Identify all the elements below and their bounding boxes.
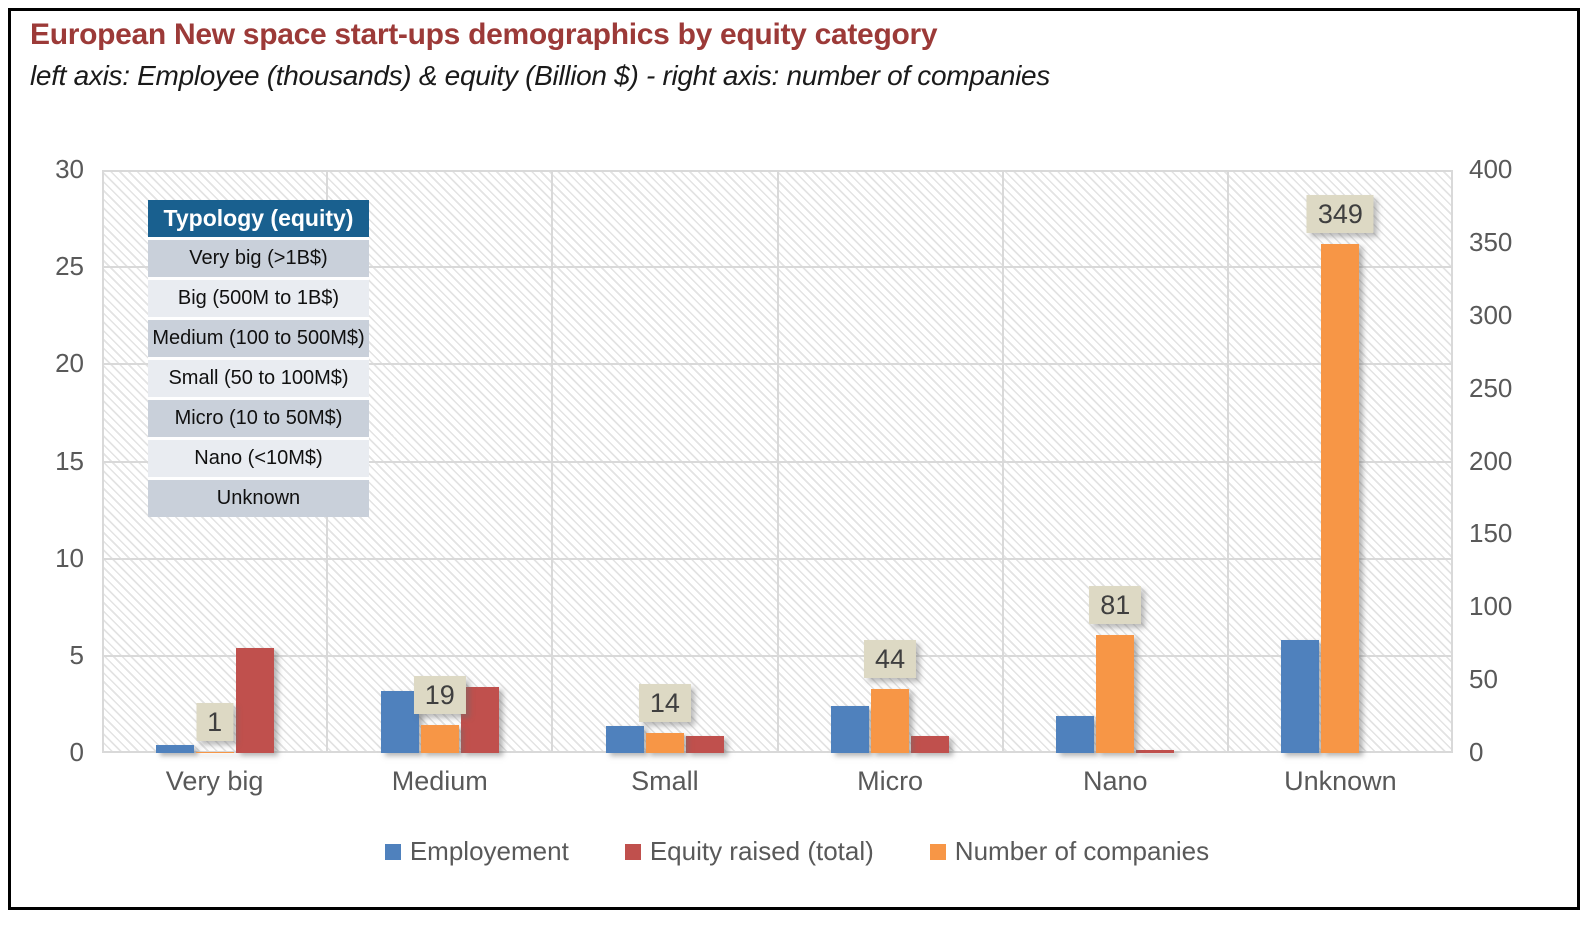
typology-row: Unknown: [148, 477, 369, 517]
vertical-gridline: [1001, 170, 1004, 753]
right-axis-tick: 250: [1469, 372, 1513, 403]
left-axis-tick: 10: [55, 542, 84, 573]
right-axis-tick: 100: [1469, 591, 1513, 622]
bar: [460, 686, 499, 753]
bar: [1096, 634, 1135, 753]
right-axis-tick: 50: [1469, 664, 1498, 695]
typology-row: Big (500M to 1B$): [148, 277, 369, 317]
typology-row: Micro (10 to 50M$): [148, 397, 369, 437]
left-axis-tick: 5: [69, 639, 84, 670]
vertical-gridline: [776, 170, 779, 753]
bar: [911, 735, 950, 753]
bar: [195, 751, 234, 754]
right-axis-tick: 350: [1469, 226, 1513, 257]
typology-row: Medium (100 to 500M$): [148, 317, 369, 357]
typology-row: Very big (>1B$): [148, 237, 369, 277]
x-axis-label: Medium: [391, 766, 488, 796]
data-label: 81: [1089, 585, 1142, 624]
right-axis-tick: 400: [1469, 154, 1513, 184]
typology-row: Small (50 to 100M$): [148, 357, 369, 397]
left-axis-tick: 15: [55, 445, 84, 476]
data-label: 19: [413, 676, 466, 715]
legend-item: Equity raised (total): [624, 836, 874, 867]
right-axis-tick: 0: [1469, 737, 1484, 767]
bar: [155, 745, 194, 753]
bar: [605, 725, 644, 753]
bar: [645, 732, 684, 753]
data-label: 14: [638, 683, 691, 722]
legend-label: Equity raised (total): [649, 836, 874, 866]
typology-table-header: Typology (equity): [148, 200, 369, 237]
vertical-gridline: [551, 170, 554, 753]
x-axis-label: Micro: [857, 766, 924, 796]
vertical-gridline: [1226, 170, 1229, 753]
x-axis-label: Nano: [1082, 766, 1148, 796]
right-axis-tick: 150: [1469, 518, 1513, 549]
right-axis-tick: 200: [1469, 445, 1513, 476]
chart-subtitle: left axis: Employee (thousands) & equity…: [30, 60, 1051, 91]
data-label: 349: [1306, 195, 1374, 234]
typology-table: Typology (equity) Very big (>1B$) Big (50…: [148, 200, 369, 517]
bar: [831, 706, 870, 753]
bar: [420, 725, 459, 753]
legend-item: Number of companies: [929, 836, 1210, 867]
chart-title: European New space start-ups demographic…: [30, 18, 938, 51]
x-axis-label: Small: [631, 766, 699, 796]
left-axis-tick: 25: [55, 251, 84, 282]
bar: [1321, 244, 1360, 753]
data-label: 1: [196, 702, 234, 741]
legend-label: Employement: [409, 836, 569, 866]
bar: [1281, 640, 1320, 753]
left-axis-tick: 0: [69, 737, 84, 767]
legend-swatch: [624, 843, 641, 860]
bar: [1056, 716, 1095, 753]
left-axis-tick: 30: [55, 154, 84, 184]
typology-table-rows: Very big (>1B$) Big (500M to 1B$) Medium (…: [148, 237, 369, 517]
x-axis-label: Very big: [165, 766, 264, 796]
bar: [1136, 750, 1175, 753]
x-axis-label: Unknown: [1284, 766, 1397, 796]
bar: [235, 648, 274, 753]
left-axis-tick: 20: [55, 348, 84, 379]
bar: [685, 735, 724, 753]
legend-label: Number of companies: [954, 836, 1210, 866]
right-axis-tick: 300: [1469, 299, 1513, 330]
typology-row: Nano (<10M$): [148, 437, 369, 477]
legend-swatch: [929, 843, 946, 860]
data-label: 44: [864, 639, 917, 678]
legend-item: Employement: [384, 836, 569, 867]
chart-legend: Employement Equity raised (total) Number o…: [0, 836, 1594, 867]
legend-swatch: [384, 843, 401, 860]
bar: [380, 690, 419, 753]
bar: [871, 688, 910, 753]
